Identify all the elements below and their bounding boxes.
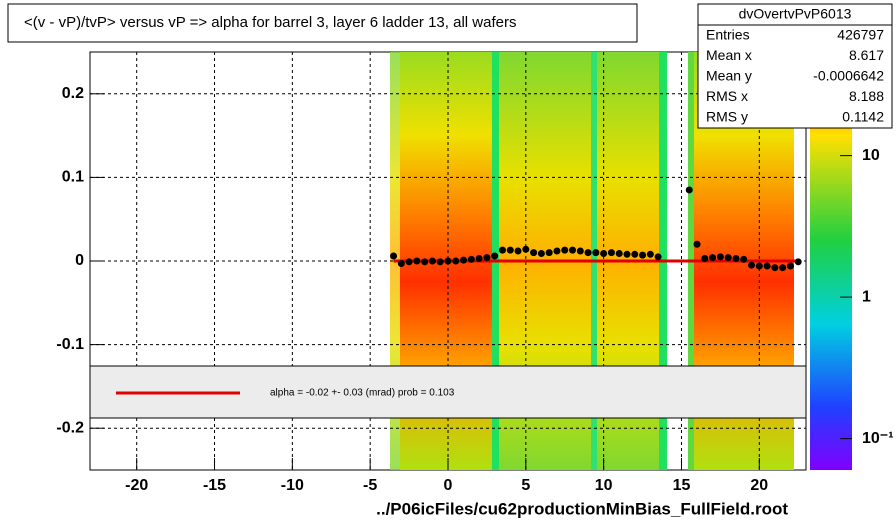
profile-point xyxy=(584,249,592,257)
profile-point xyxy=(576,247,584,255)
z-tick-label: 10 xyxy=(862,147,880,164)
x-tick-label: -5 xyxy=(363,477,377,494)
x-tick-label: 15 xyxy=(673,477,691,494)
stats-label: RMS y xyxy=(706,109,748,125)
profile-point xyxy=(537,249,545,257)
x-tick-label: 20 xyxy=(750,477,768,494)
z-tick-label: 10⁻¹ xyxy=(862,430,894,447)
y-tick-label: 0.1 xyxy=(62,169,84,186)
profile-point xyxy=(724,254,732,262)
profile-point xyxy=(522,245,530,253)
profile-point xyxy=(592,249,600,257)
profile-point xyxy=(467,255,475,263)
profile-point xyxy=(646,250,654,258)
y-tick-label: 0 xyxy=(75,252,84,269)
profile-point xyxy=(405,258,413,266)
profile-point xyxy=(452,257,460,265)
profile-point xyxy=(786,262,794,270)
x-tick-label: -15 xyxy=(203,477,226,494)
stats-value: 0.1142 xyxy=(842,109,884,125)
x-tick-label: -20 xyxy=(125,477,148,494)
profile-point xyxy=(491,252,499,260)
profile-point xyxy=(390,252,398,260)
profile-point xyxy=(545,249,553,257)
profile-point xyxy=(600,249,608,257)
stats-value: 8.188 xyxy=(849,88,884,104)
stats-value: 8.617 xyxy=(849,47,884,63)
profile-point xyxy=(428,257,436,265)
profile-point xyxy=(475,254,483,262)
profile-point xyxy=(436,258,444,266)
profile-point xyxy=(709,254,717,262)
profile-point xyxy=(740,255,748,263)
x-tick-label: 10 xyxy=(595,477,613,494)
stats-label: Mean y xyxy=(706,68,752,84)
stats-label: RMS x xyxy=(706,88,748,104)
x-tick-label: 5 xyxy=(521,477,530,494)
profile-point xyxy=(631,250,639,258)
profile-point xyxy=(421,258,429,266)
profile-point xyxy=(514,247,522,255)
title-box xyxy=(7,3,638,43)
stats-value: 426797 xyxy=(837,27,884,43)
profile-point xyxy=(623,250,631,258)
profile-point xyxy=(779,264,787,272)
profile-point xyxy=(607,249,615,257)
profile-point xyxy=(654,253,662,261)
profile-point xyxy=(444,257,452,265)
profile-point xyxy=(506,246,514,254)
profile-point xyxy=(763,262,771,270)
stats-label: Entries xyxy=(706,27,750,43)
profile-point xyxy=(397,260,405,268)
stats-value: -0.0006642 xyxy=(813,68,884,84)
stats-title: dvOvertvPvP6013 xyxy=(739,6,852,22)
profile-point xyxy=(748,261,756,269)
profile-point xyxy=(755,262,763,270)
profile-point xyxy=(569,246,577,254)
x-tick-label: 0 xyxy=(444,477,453,494)
profile-point xyxy=(483,254,491,262)
profile-point xyxy=(639,251,647,259)
y-tick-label: 0.2 xyxy=(62,85,84,102)
x-axis-label: ../P06icFiles/cu62productionMinBias_Full… xyxy=(376,499,788,518)
legend-label: alpha = -0.02 +- 0.03 (mrad) prob = 0.10… xyxy=(270,388,455,399)
profile-point xyxy=(732,254,740,262)
stats-label: Mean x xyxy=(706,47,752,63)
y-tick-label: -0.1 xyxy=(56,336,84,353)
y-tick-label: -0.2 xyxy=(56,419,84,436)
profile-point xyxy=(413,257,421,265)
chart-title: <(v - vP)/tvP> versus vP => alpha for ba… xyxy=(24,14,516,31)
profile-point xyxy=(685,186,693,194)
profile-point xyxy=(553,247,561,255)
profile-point xyxy=(794,258,802,266)
profile-point xyxy=(701,254,709,262)
z-tick-label: 1 xyxy=(862,288,871,305)
profile-point xyxy=(716,253,724,261)
profile-point xyxy=(530,249,538,257)
profile-point xyxy=(615,249,623,257)
profile-point xyxy=(561,246,569,254)
x-tick-label: -10 xyxy=(281,477,304,494)
profile-point xyxy=(693,240,701,248)
profile-point xyxy=(771,264,779,272)
profile-point xyxy=(460,256,468,264)
profile-point xyxy=(498,246,506,254)
